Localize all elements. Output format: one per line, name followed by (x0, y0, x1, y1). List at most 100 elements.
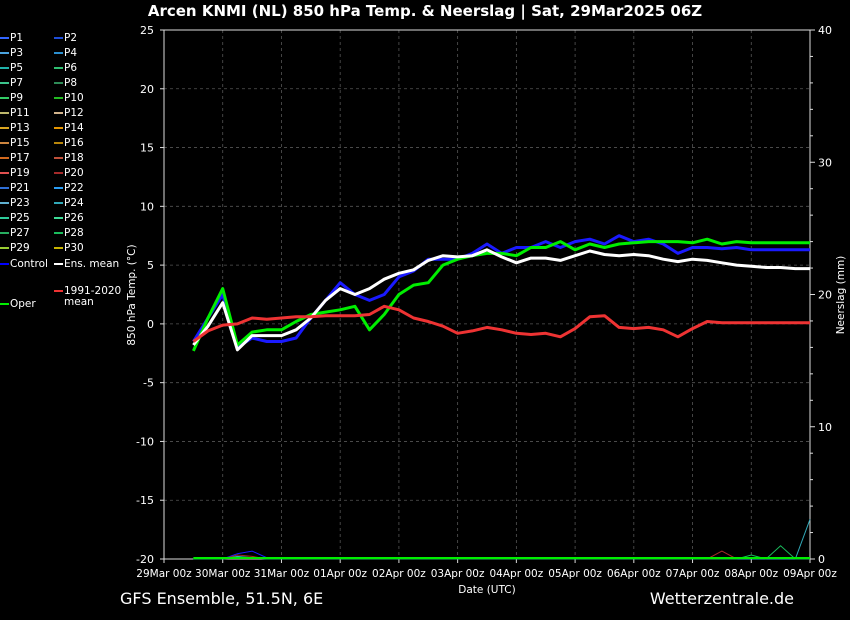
legend-swatch (54, 217, 63, 219)
y-tick-label: 5 (147, 259, 154, 272)
y2-tick-label: 40 (818, 24, 832, 37)
legend-swatch (54, 97, 63, 99)
legend-label: P18 (64, 152, 84, 164)
x-tick-label: 08Apr 00z (724, 568, 778, 580)
y2-tick-label: 10 (818, 421, 832, 434)
legend-swatch (0, 263, 9, 265)
x-tick-label: 30Mar 00z (195, 568, 251, 580)
legend-item-p30: P30 (54, 242, 84, 254)
legend-swatch (0, 157, 9, 159)
legend-label: P22 (64, 182, 84, 194)
legend-swatch (0, 112, 9, 114)
legend-label: P29 (10, 242, 30, 254)
legend-swatch (54, 247, 63, 249)
legend-item-p4: P4 (54, 47, 77, 59)
legend-item-p11: P11 (0, 107, 30, 119)
legend-item-p1: P1 (0, 32, 23, 44)
legend-label: P25 (10, 212, 30, 224)
legend-label: 1991-2020 (64, 285, 122, 297)
legend-label: P4 (64, 47, 78, 59)
y-tick-label: -20 (136, 553, 154, 566)
y2-tick-label: 30 (818, 156, 832, 169)
legend-label: P10 (64, 92, 84, 104)
x-tick-label: 09Apr 00z (783, 568, 837, 580)
x-tick-label: 31Mar 00z (254, 568, 310, 580)
legend-swatch (54, 263, 63, 265)
legend-label: Control (10, 258, 48, 270)
series-line-oper (192, 237, 810, 352)
legend-item-p5: P5 (0, 62, 23, 74)
legend-item-p9: P9 (0, 92, 23, 104)
legend-label: P26 (64, 212, 84, 224)
legend-item-p2: P2 (54, 32, 77, 44)
legend-label: P17 (10, 152, 30, 164)
legend-item-p7: P7 (0, 77, 23, 89)
legend-item-p28: P28 (54, 227, 84, 239)
legend-label: P13 (10, 122, 30, 134)
y-tick-label: -15 (136, 494, 154, 507)
legend-item-p29: P29 (0, 242, 30, 254)
x-tick-label: 29Mar 00z (136, 568, 192, 580)
legend-swatch (0, 187, 9, 189)
legend-item-p18: P18 (54, 152, 84, 164)
legend-item-p26: P26 (54, 212, 84, 224)
legend-item-p25: P25 (0, 212, 30, 224)
legend-swatch (54, 290, 63, 292)
x-axis-label: Date (UTC) (458, 584, 515, 596)
legend-item-p6: P6 (54, 62, 77, 74)
legend-swatch (54, 142, 63, 144)
legend-item-p21: P21 (0, 182, 30, 194)
series-line-ens-mean (192, 248, 810, 352)
legend-item-climate-mean: 1991-2020 mean (54, 286, 121, 308)
y-tick-label: -10 (136, 435, 154, 448)
y-tick-label: 0 (147, 318, 154, 331)
legend-label: Oper (10, 298, 36, 310)
legend-swatch (54, 187, 63, 189)
legend-label: P23 (10, 197, 30, 209)
y-tick-label: 10 (140, 200, 154, 213)
legend-label: P15 (10, 137, 30, 149)
legend-swatch (0, 82, 9, 84)
y-tick-label: 25 (140, 24, 154, 37)
legend-swatch (54, 112, 63, 114)
legend-swatch (54, 202, 63, 204)
legend-item-oper: Oper (0, 298, 36, 310)
legend-swatch (0, 247, 9, 249)
footer-site-name: Wetterzentrale.de (649, 589, 794, 608)
legend-label: P5 (10, 62, 24, 74)
legend-swatch (54, 157, 63, 159)
legend-item-p3: P3 (0, 47, 23, 59)
x-tick-label: 02Apr 00z (372, 568, 426, 580)
legend-item-p14: P14 (54, 122, 84, 134)
legend-item-p16: P16 (54, 137, 84, 149)
series-line-1991-2020-mean (192, 304, 810, 343)
legend-swatch (0, 52, 9, 54)
x-tick-label: 04Apr 00z (489, 568, 543, 580)
chart-title: Arcen KNMI (NL) 850 hPa Temp. & Neerslag… (147, 2, 703, 20)
legend-label: P11 (10, 107, 30, 119)
x-tick-label: 05Apr 00z (548, 568, 602, 580)
x-tick-label: 03Apr 00z (431, 568, 485, 580)
legend-item-p17: P17 (0, 152, 30, 164)
footer-model-info: GFS Ensemble, 51.5N, 6E (120, 589, 324, 608)
y-tick-label: 15 (140, 142, 154, 155)
legend-swatch (0, 37, 9, 39)
legend-swatch (0, 232, 9, 234)
x-tick-label: 07Apr 00z (666, 568, 720, 580)
legend-item-p19: P19 (0, 167, 30, 179)
legend-label: P3 (10, 47, 24, 59)
plot-frame (163, 29, 811, 560)
y2-axis-label: Neerslag (mm) (835, 256, 847, 335)
legend-swatch (54, 82, 63, 84)
legend-swatch (0, 303, 9, 305)
legend-item-control: Control (0, 258, 48, 270)
legend-label: P8 (64, 77, 78, 89)
legend-label: P19 (10, 167, 30, 179)
legend-label: P30 (64, 242, 84, 254)
legend-swatch (54, 52, 63, 54)
legend-swatch (54, 232, 63, 234)
legend-swatch (54, 127, 63, 129)
legend-label: Ens. mean (64, 258, 120, 270)
legend-item-ens-mean: Ens. mean (54, 258, 119, 270)
